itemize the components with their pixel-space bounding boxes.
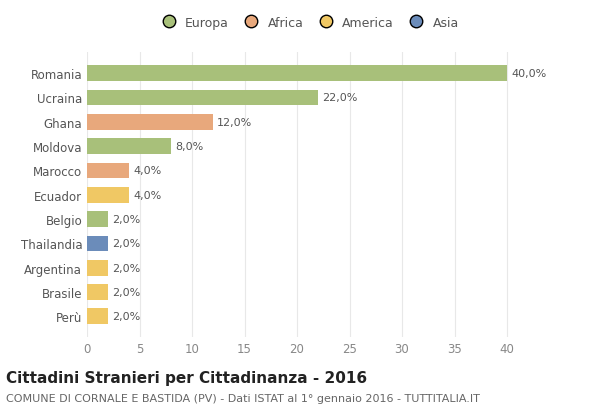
Bar <box>87 90 318 106</box>
Bar <box>87 309 108 324</box>
Text: COMUNE DI CORNALE E BASTIDA (PV) - Dati ISTAT al 1° gennaio 2016 - TUTTITALIA.IT: COMUNE DI CORNALE E BASTIDA (PV) - Dati … <box>6 393 480 403</box>
Text: 2,0%: 2,0% <box>112 215 140 225</box>
Text: 4,0%: 4,0% <box>133 166 161 176</box>
Text: 22,0%: 22,0% <box>322 93 358 103</box>
Text: 2,0%: 2,0% <box>112 239 140 249</box>
Text: Cittadini Stranieri per Cittadinanza - 2016: Cittadini Stranieri per Cittadinanza - 2… <box>6 370 367 385</box>
Text: 2,0%: 2,0% <box>112 263 140 273</box>
Legend: Europa, Africa, America, Asia: Europa, Africa, America, Asia <box>156 17 459 30</box>
Text: 8,0%: 8,0% <box>175 142 203 152</box>
Text: 2,0%: 2,0% <box>112 288 140 297</box>
Text: 12,0%: 12,0% <box>217 117 253 128</box>
Bar <box>87 212 108 227</box>
Bar <box>87 66 507 82</box>
Bar <box>87 285 108 300</box>
Bar <box>87 163 129 179</box>
Bar <box>87 187 129 203</box>
Bar <box>87 260 108 276</box>
Text: 40,0%: 40,0% <box>511 69 547 79</box>
Bar <box>87 139 171 155</box>
Bar <box>87 115 213 130</box>
Text: 2,0%: 2,0% <box>112 312 140 321</box>
Bar <box>87 236 108 252</box>
Text: 4,0%: 4,0% <box>133 190 161 200</box>
